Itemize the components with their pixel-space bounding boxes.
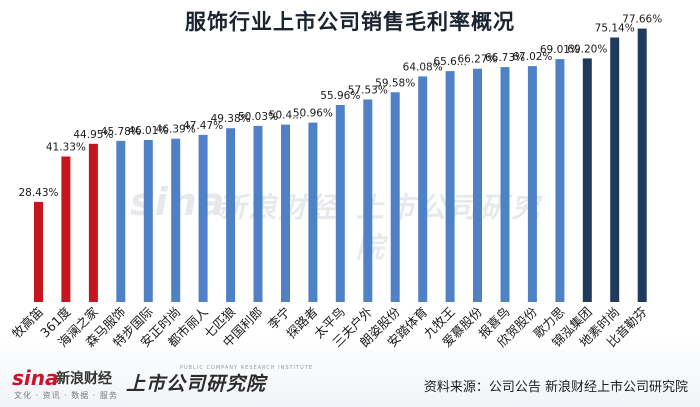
data-label-中国利郎: 50.03% — [238, 111, 278, 123]
data-label-三夫户外: 57.53% — [348, 85, 388, 97]
sina-finance-name: 新浪财经 — [56, 371, 112, 387]
sina-logo-mark: sina — [12, 366, 59, 390]
research-institute-logo: 上市公司研究院 — [126, 373, 267, 395]
research-institute-subtitle: PUBLIC COMPANY RESEARCH INSTITUTE — [180, 365, 313, 371]
bar-361度 — [61, 156, 71, 302]
category-label-牧高笛: 牧高笛 — [9, 304, 46, 341]
bar-特步国际 — [143, 140, 153, 302]
bar-锦泓集团 — [582, 58, 592, 303]
bar-安踏体育 — [418, 76, 428, 303]
bar-森马服饰 — [116, 140, 126, 302]
data-label-九牧王: 65.6... — [433, 56, 466, 68]
source-note: 资料来源：公司公告 新浪财经上市公司研究院 — [423, 380, 688, 395]
data-label-海澜之家: 44.95% — [73, 129, 113, 141]
data-label-欣贺股份: 67.02% — [512, 51, 552, 63]
data-label-报喜鸟: 66.73% — [485, 52, 525, 64]
bar-地素时尚 — [610, 37, 620, 302]
data-label-七匹狼: 49.38% — [211, 113, 251, 125]
data-label-都市丽人: 47.47% — [183, 120, 223, 132]
bar-海澜之家 — [88, 143, 98, 302]
data-label-地素时尚: 75.14% — [595, 23, 635, 35]
bar-三夫户外 — [363, 99, 373, 302]
bar-比音勒芬 — [637, 28, 647, 302]
bar-七匹狼 — [226, 128, 236, 302]
data-label-爱慕股份: 66.27% — [457, 54, 497, 66]
bar-歌力思 — [555, 59, 565, 302]
data-label-李宁: 50.4... — [269, 110, 302, 122]
bar-都市丽人 — [198, 134, 208, 302]
data-label-361度: 41.33% — [46, 142, 86, 154]
data-label-探路者: 50.96% — [293, 108, 333, 120]
data-label-牧高笛: 28.43% — [18, 187, 58, 199]
bar-报喜鸟 — [500, 67, 510, 302]
bar-朗姿股份 — [390, 92, 400, 302]
data-label-歌力思: 69.01% — [540, 44, 580, 56]
data-label-安踏体育: 64.08% — [403, 61, 443, 73]
bar-九牧王 — [445, 71, 455, 302]
data-label-太平鸟: 55.96% — [320, 90, 360, 102]
bar-欣贺股份 — [527, 66, 537, 302]
data-label-安正时尚: 46.39% — [156, 124, 196, 136]
bar-太平鸟 — [335, 105, 345, 302]
data-label-森马服饰: 45.78% — [101, 126, 141, 138]
bar-中国利郎 — [253, 125, 263, 303]
sina-tagline: 文化 · 资讯 · 数据 · 服务 — [14, 391, 118, 400]
chart-title: 服饰行业上市公司销售毛利率概况 — [185, 10, 515, 34]
bar-牧高笛 — [34, 201, 43, 302]
data-label-锦泓集团: 69.20% — [567, 43, 607, 55]
bar-探路者 — [308, 122, 318, 302]
data-label-朗姿股份: 59.58% — [375, 77, 415, 89]
sina-finance-logo: sina 新浪财经 文化 · 资讯 · 数据 · 服务 — [12, 366, 122, 404]
data-label-特步国际: 46.01% — [128, 125, 168, 137]
data-label-比音勒芬: 77.66% — [622, 14, 662, 26]
bar-爱慕股份 — [473, 68, 482, 302]
bar-李宁 — [281, 124, 290, 302]
bar-安正时尚 — [171, 138, 181, 302]
